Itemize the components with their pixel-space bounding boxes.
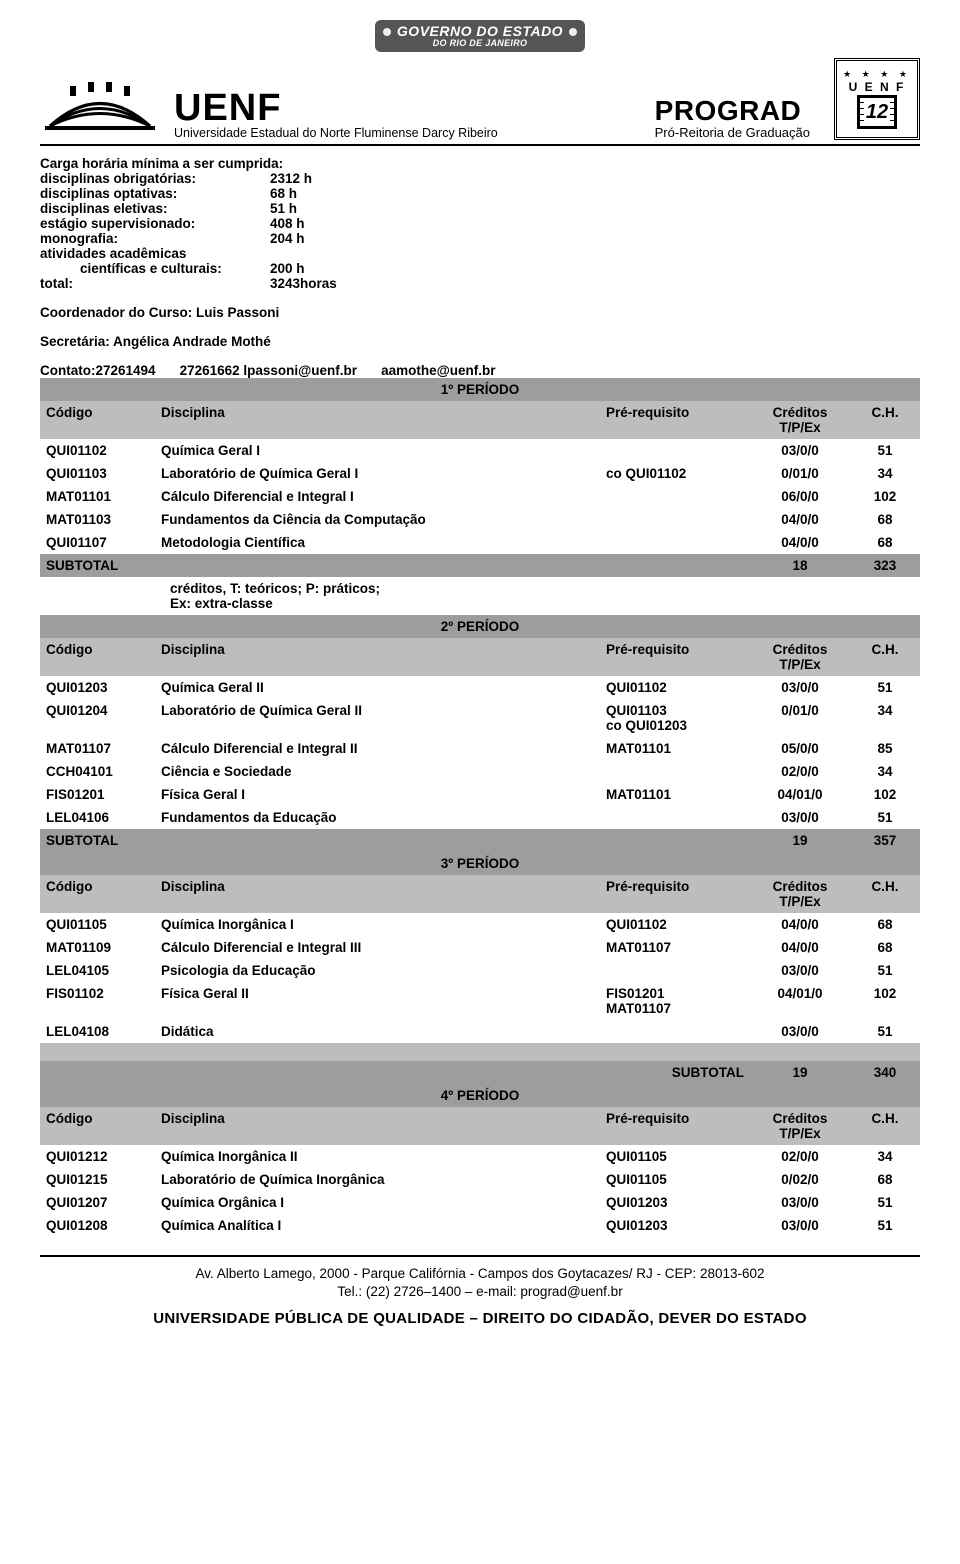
table-row: LEL04106Fundamentos da Educação03/0/051 [40, 806, 920, 829]
uenf-logo-icon [40, 76, 160, 140]
carga-v: 408 h [270, 216, 305, 231]
carga-k: estágio supervisionado: [40, 216, 270, 231]
total-v: 3243horas [270, 276, 337, 291]
uenf-name: UENF [174, 87, 641, 130]
gov-bar-line2: DO RIO DE JANEIRO [397, 39, 563, 48]
contato-2: 27261662 lpassoni@uenf.br [180, 363, 358, 378]
table-row: QUI01203Química Geral IIQUI0110203/0/051 [40, 676, 920, 699]
carga-v: 68 h [270, 186, 297, 201]
seal-years: 12 [864, 102, 890, 122]
subtotal-row: SUBTOTAL18323 [40, 554, 920, 577]
table-row: CCH04101Ciência e Sociedade02/0/034 [40, 760, 920, 783]
period-table: 3º PERÍODOCódigoDisciplinaPré-requisitoC… [40, 852, 920, 1084]
subtotal-row: SUBTOTAL19340 [40, 1061, 920, 1084]
table-header: CódigoDisciplinaPré-requisitoCréditosT/P… [40, 638, 920, 676]
table-row: FIS01102Física Geral IIFIS01201MAT011070… [40, 982, 920, 1020]
table-row: QUI01102Química Geral I03/0/051 [40, 439, 920, 462]
prograd-subtitle: Pró-Reitoria de Graduação [655, 125, 810, 140]
carga-k: disciplinas eletivas: [40, 201, 270, 216]
table-row: QUI01107Metodologia Científica04/0/068 [40, 531, 920, 554]
table-row: MAT01101Cálculo Diferencial e Integral I… [40, 485, 920, 508]
period-title: 1º PERÍODO [40, 378, 920, 401]
table-row: QUI01212Química Inorgânica IIQUI0110502/… [40, 1145, 920, 1168]
coordenador: Coordenador do Curso: Luis Passoni [40, 305, 920, 320]
table-row: LEL04105Psicologia da Educação03/0/051 [40, 959, 920, 982]
uenf-seal-icon: ★ ★ ★ ★ U E N F 12 [834, 58, 920, 140]
table-row: FIS01201Física Geral IMAT0110104/01/0102 [40, 783, 920, 806]
table-header: CódigoDisciplinaPré-requisitoCréditosT/P… [40, 875, 920, 913]
seal-letters: U E N F [849, 81, 906, 93]
table-header: CódigoDisciplinaPré-requisitoCréditosT/P… [40, 401, 920, 439]
period-title: 3º PERÍODO [40, 852, 920, 875]
cientificas-k: científicas e culturais: [40, 261, 270, 276]
table-row: MAT01107Cálculo Diferencial e Integral I… [40, 737, 920, 760]
cientificas-v: 200 h [270, 261, 305, 276]
carga-k: disciplinas optativas: [40, 186, 270, 201]
footer-final: UNIVERSIDADE PÚBLICA DE QUALIDADE – DIRE… [40, 1310, 920, 1327]
table-header: CódigoDisciplinaPré-requisitoCréditosT/P… [40, 1107, 920, 1145]
table-row: QUI01208Química Analítica IQUI0120303/0/… [40, 1214, 920, 1237]
secretaria: Secretária: Angélica Andrade Mothé [40, 334, 920, 349]
carga-k: disciplinas obrigatórias: [40, 171, 270, 186]
carga-v: 204 h [270, 231, 305, 246]
footer-addr: Av. Alberto Lamego, 2000 - Parque Califó… [40, 1265, 920, 1283]
footer: Av. Alberto Lamego, 2000 - Parque Califó… [40, 1265, 920, 1301]
carga-k: monografia: [40, 231, 270, 246]
contato-3: aamothe@uenf.br [381, 363, 495, 378]
carga-title: Carga horária mínima a ser cumprida: [40, 156, 920, 171]
contato-1: Contato:27261494 [40, 363, 156, 378]
footer-tel: Tel.: (22) 2726–1400 – e-mail: prograd@u… [40, 1283, 920, 1301]
subtotal-row: SUBTOTAL19357 [40, 829, 920, 852]
table-row: QUI01207Química Orgânica IQUI0120303/0/0… [40, 1191, 920, 1214]
table-row: MAT01109Cálculo Diferencial e Integral I… [40, 936, 920, 959]
header: UENF Universidade Estadual do Norte Flum… [40, 58, 920, 146]
period-title: 2º PERÍODO [40, 615, 920, 638]
carga-v: 51 h [270, 201, 297, 216]
table-row: QUI01103Laboratório de Química Geral Ico… [40, 462, 920, 485]
table-row: QUI01105Química Inorgânica IQUI0110204/0… [40, 913, 920, 936]
period-table: 4º PERÍODOCódigoDisciplinaPré-requisitoC… [40, 1084, 920, 1237]
blank-row [40, 1043, 920, 1061]
curriculum-tables: 1º PERÍODOCódigoDisciplinaPré-requisitoC… [40, 378, 920, 1237]
credits-note: créditos, T: teóricos; P: práticos;Ex: e… [40, 577, 920, 615]
total-k: total: [40, 276, 270, 291]
table-row: MAT01103Fundamentos da Ciência da Comput… [40, 508, 920, 531]
table-row: QUI01204Laboratório de Química Geral IIQ… [40, 699, 920, 737]
prograd-title: PROGRAD [655, 95, 810, 127]
period-table: 2º PERÍODOCódigoDisciplinaPré-requisitoC… [40, 615, 920, 852]
uenf-subtitle: Universidade Estadual do Norte Fluminens… [174, 126, 641, 140]
table-row: QUI01215Laboratório de Química Inorgânic… [40, 1168, 920, 1191]
carga-v: 2312 h [270, 171, 312, 186]
period-title: 4º PERÍODO [40, 1084, 920, 1107]
gov-bar-line1: GOVERNO DO ESTADO [397, 24, 563, 39]
carga-horaria-block: Carga horária mínima a ser cumprida: dis… [40, 156, 920, 378]
table-row: LEL04108Didática03/0/051 [40, 1020, 920, 1043]
period-table: 1º PERÍODOCódigoDisciplinaPré-requisitoC… [40, 378, 920, 615]
atividades-label: atividades acadêmicas [40, 246, 920, 261]
gov-bar: GOVERNO DO ESTADO DO RIO DE JANEIRO [40, 20, 920, 52]
